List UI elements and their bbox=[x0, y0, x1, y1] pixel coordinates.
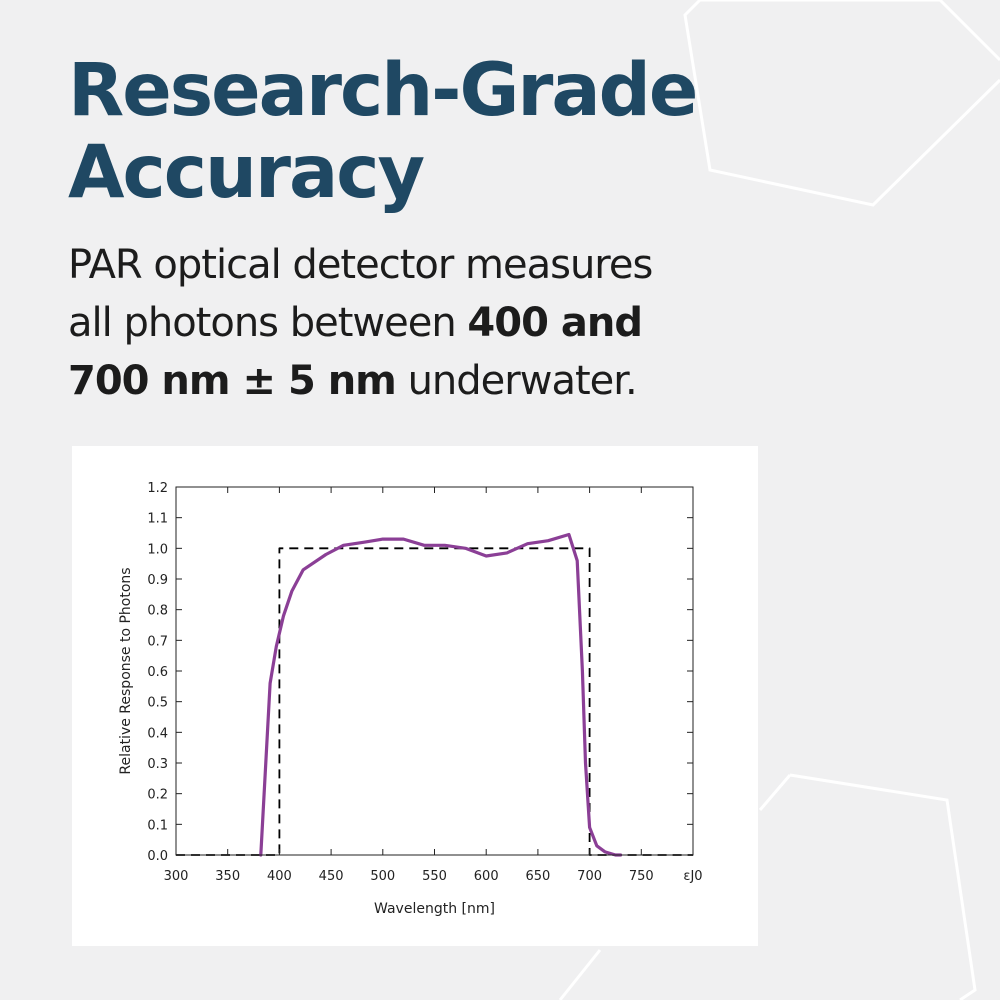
x-tick-label: 650 bbox=[525, 869, 550, 884]
y-tick-label: 0.5 bbox=[147, 696, 168, 711]
subtitle-line-2-bold: 400 and bbox=[467, 300, 643, 346]
chart-card: 300 350 400 450 500 550 600 650 700 750 ɛJ0 0.0 0.1 0… bbox=[72, 446, 758, 946]
y-tick-label: 0.0 bbox=[147, 849, 168, 864]
y-tick-label: 0.4 bbox=[147, 726, 168, 741]
x-tick-label: 600 bbox=[474, 869, 499, 884]
headline-line-2: Accuracy bbox=[68, 130, 425, 215]
y-tick-label: 0.7 bbox=[147, 634, 168, 649]
y-tick-label: 1.1 bbox=[147, 512, 168, 527]
y-tick-label: 0.6 bbox=[147, 665, 168, 680]
x-tick-label: ɛJ0 bbox=[683, 869, 702, 884]
subtitle-line-1: PAR optical detector measures bbox=[68, 242, 653, 288]
measured-response-line bbox=[259, 532, 623, 857]
headline-line-1: Research-Grade bbox=[68, 48, 698, 133]
subtitle-line-3-normal: underwater. bbox=[395, 358, 638, 404]
y-tick-label: 0.3 bbox=[147, 757, 168, 772]
y-tick-label: 0.1 bbox=[147, 818, 168, 833]
subtitle-line-3-bold: 700 nm ± 5 nm bbox=[68, 358, 397, 404]
y-tick-label: 0.9 bbox=[147, 573, 168, 588]
y-tick-label: 0.2 bbox=[147, 788, 168, 803]
x-tick-label: 550 bbox=[422, 869, 447, 884]
chart-ticks: 300 350 400 450 500 550 600 650 700 750 ɛJ0 0.0 0.1 0… bbox=[147, 481, 702, 884]
x-tick-label: 500 bbox=[370, 869, 395, 884]
x-axis-title: Wavelength [nm] bbox=[374, 901, 495, 917]
x-tick-label: 750 bbox=[629, 869, 654, 884]
chart-marks bbox=[176, 532, 693, 857]
plot-frame bbox=[175, 486, 694, 856]
y-tick-label: 1.2 bbox=[147, 481, 168, 496]
x-tick-label: 300 bbox=[164, 869, 189, 884]
subtitle-line-2-normal: all photons between bbox=[68, 300, 468, 346]
x-tick-label: 400 bbox=[267, 869, 292, 884]
ideal-response-dashed-line bbox=[176, 547, 693, 856]
x-tick-label: 700 bbox=[577, 869, 602, 884]
spectral-response-chart: 300 350 400 450 500 550 600 650 700 750 ɛJ0 0.0 0.1 0… bbox=[118, 481, 703, 917]
subtitle: PAR optical detector measures all photon… bbox=[68, 236, 788, 410]
y-tick-label: 0.8 bbox=[147, 604, 168, 619]
x-tick-label: 450 bbox=[319, 869, 344, 884]
y-tick-label: 1.0 bbox=[147, 542, 168, 557]
y-axis-title: Relative Response to Photons bbox=[118, 567, 134, 774]
x-tick-label: 350 bbox=[215, 869, 240, 884]
headline: Research-Grade Accuracy bbox=[68, 48, 698, 215]
